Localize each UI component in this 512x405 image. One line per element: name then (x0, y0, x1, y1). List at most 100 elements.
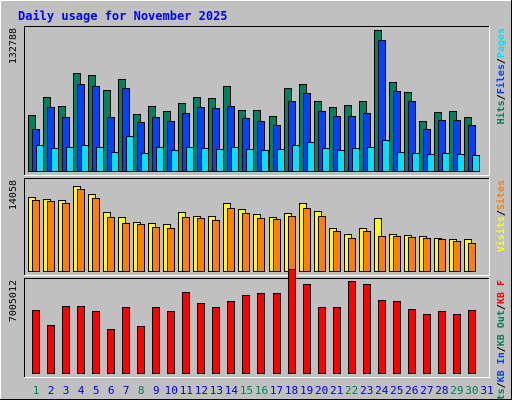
bar (227, 208, 235, 272)
series-sites (32, 189, 476, 272)
bar (363, 284, 371, 374)
bar (423, 314, 431, 374)
bar (227, 301, 235, 374)
panel-max-label: 14058 (8, 180, 19, 210)
bar (66, 147, 74, 172)
bar (442, 153, 450, 172)
bar (427, 154, 435, 172)
bar (468, 243, 476, 272)
bar (186, 147, 194, 172)
bar (472, 155, 480, 172)
day-label: 30 (465, 384, 478, 397)
day-label: 1 (33, 384, 40, 397)
bar (201, 148, 209, 172)
bar (167, 311, 175, 374)
day-label: 9 (153, 384, 160, 397)
bar (333, 307, 341, 374)
day-label: 15 (240, 384, 253, 397)
bar (156, 147, 164, 172)
legend-entry: Pages (496, 28, 507, 58)
day-label: 25 (390, 384, 403, 397)
bar (47, 325, 55, 374)
day-label: 3 (63, 384, 70, 397)
legend-entry: KB Out (496, 310, 507, 346)
bar (337, 150, 345, 172)
bar (273, 293, 281, 374)
bar (408, 309, 416, 374)
bar (273, 219, 281, 272)
chart-title: Daily usage for November 2025 (18, 9, 228, 23)
day-label: 31 (480, 384, 493, 397)
panel-2: 14058 Visits/Sites (8, 178, 507, 276)
bar (152, 227, 160, 272)
legend-entry: / (496, 304, 507, 310)
legend-entry: / (496, 58, 507, 64)
bar (397, 152, 405, 172)
bar (81, 145, 89, 172)
bar (47, 201, 55, 272)
bar (32, 310, 40, 374)
bar (137, 326, 145, 374)
panel-legend: Hits/KB In/KB Out/KB F (495, 280, 507, 400)
bar (92, 198, 100, 272)
bar (288, 216, 296, 272)
bar (393, 236, 401, 272)
bar (182, 292, 190, 374)
day-label: 11 (180, 384, 193, 397)
day-label: 13 (210, 384, 223, 397)
day-label: 8 (138, 384, 145, 397)
day-label: 18 (285, 384, 298, 397)
bar (197, 218, 205, 272)
day-label: 6 (108, 384, 115, 397)
day-axis-labels: 1 2 3 4 5 6 7 8 9 10 11 12 13 14 15 16 17 18 19 20 21 22 23 24 2… (33, 384, 494, 397)
bar (96, 147, 104, 172)
bar (303, 208, 311, 272)
bar (171, 150, 179, 172)
legend-entry: / (496, 346, 507, 352)
chart-panels: 132788Hits/Files/Pages14058Visits/Sites7… (8, 26, 507, 405)
legend-entry: Visits (495, 216, 507, 252)
panel-max-label: 132788 (8, 28, 19, 64)
bar (318, 307, 326, 374)
bar (333, 231, 341, 272)
legend-entry: Files (495, 64, 507, 94)
legend-entry: / (496, 210, 507, 216)
bar (408, 237, 416, 272)
series-kb-f (32, 269, 476, 374)
bar (212, 220, 220, 272)
day-label: 14 (225, 384, 239, 397)
bar (363, 231, 371, 272)
bar (36, 145, 44, 172)
bar (453, 314, 461, 374)
legend-entry: KB In (496, 352, 507, 382)
panel-3: 7005012Hits/KB In/KB Out/KB F (8, 269, 507, 405)
bar (62, 203, 70, 272)
bar (51, 148, 59, 172)
day-label: 7 (123, 384, 130, 397)
bar (246, 149, 254, 172)
bar (261, 150, 269, 172)
legend-entry: KB F (496, 280, 507, 304)
bar (257, 218, 265, 272)
bar (348, 238, 356, 272)
bar (352, 148, 360, 172)
day-label: 17 (270, 384, 283, 397)
bar (378, 300, 386, 374)
bar (457, 154, 465, 172)
bar (367, 147, 375, 172)
legend-entry: / (496, 94, 507, 100)
bar (468, 310, 476, 374)
legend-entry: Hits (495, 100, 507, 124)
panel-max-label: 7005012 (8, 280, 19, 322)
bar (322, 148, 330, 172)
legend-entry: Hits (495, 388, 507, 400)
bar (141, 153, 149, 172)
bar (292, 145, 300, 172)
day-label: 29 (450, 384, 463, 397)
bar (412, 153, 420, 172)
bar (438, 311, 446, 374)
bar (303, 284, 311, 374)
bar (152, 307, 160, 374)
